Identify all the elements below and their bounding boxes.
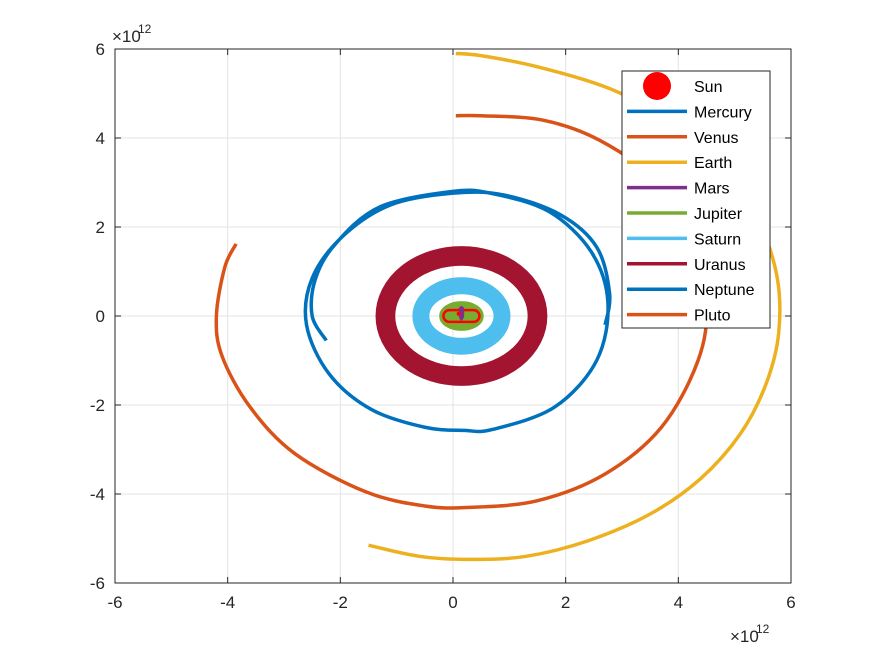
orbit-band-uranus — [375, 246, 548, 386]
plot-series — [214, 51, 782, 562]
y-exponent-base: ×10 — [112, 27, 141, 46]
legend-label-uranus: Uranus — [694, 257, 746, 274]
axis-ticks: -6 -4 -2 0 2 4 6 -6 -4 -2 0 2 4 6 — [90, 40, 796, 612]
y-tick-label: 6 — [96, 40, 105, 59]
legend-label-mercury: Mercury — [694, 104, 752, 121]
legend-box — [621, 70, 771, 329]
x-tick-label: 2 — [561, 593, 570, 612]
legend-sun-marker — [643, 72, 671, 100]
chart-legend: Sun Mercury Venus Earth Mars Jupiter Saturn Ura… — [621, 70, 771, 329]
x-tick-label: -4 — [220, 593, 235, 612]
legend-label-venus: Venus — [694, 130, 738, 147]
y-exponent-power: 12 — [138, 22, 152, 36]
x-exponent-power: 12 — [756, 622, 770, 636]
legend-label-mars: Mars — [694, 181, 730, 198]
legend-label-jupiter: Jupiter — [694, 206, 743, 223]
y-tick-label: 4 — [96, 129, 105, 148]
legend-label-saturn: Saturn — [694, 231, 741, 248]
x-tick-label: 6 — [786, 593, 795, 612]
y-tick-label: -6 — [90, 574, 105, 593]
orbit-band-saturn — [412, 277, 511, 355]
orbit-line-neptune — [303, 188, 612, 434]
orbit-line-earth — [368, 51, 782, 562]
orbit-fill-mars — [458, 307, 465, 321]
orbit-line-pluto — [214, 113, 709, 510]
x-tick-label: -2 — [333, 593, 348, 612]
x-exponent-base: ×10 — [730, 627, 759, 646]
y-tick-label: 0 — [96, 307, 105, 326]
y-axis-exponent-label: ×10 12 — [112, 22, 152, 46]
legend-label-sun: Sun — [694, 79, 722, 96]
x-tick-label: 4 — [674, 593, 683, 612]
x-axis-exponent-label: ×10 12 — [730, 622, 770, 646]
legend-label-neptune: Neptune — [694, 282, 755, 299]
y-tick-label: 2 — [96, 218, 105, 237]
sun-marker — [456, 311, 461, 316]
y-tick-label: -2 — [90, 396, 105, 415]
legend-label-pluto: Pluto — [694, 308, 731, 325]
y-tick-label: -4 — [90, 485, 105, 504]
legend-label-earth: Earth — [694, 155, 732, 172]
x-tick-label: 0 — [448, 593, 457, 612]
x-tick-label: -6 — [107, 593, 122, 612]
